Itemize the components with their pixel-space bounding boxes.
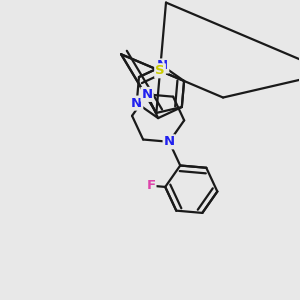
Text: F: F — [146, 179, 155, 192]
Text: N: N — [164, 135, 175, 148]
Text: N: N — [157, 59, 168, 73]
Text: N: N — [142, 88, 153, 101]
Text: N: N — [131, 97, 142, 110]
Text: S: S — [155, 64, 165, 77]
